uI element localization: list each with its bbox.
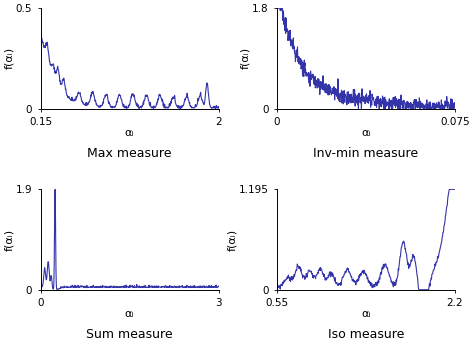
Text: Max measure: Max measure <box>87 147 172 160</box>
X-axis label: αᵢ: αᵢ <box>361 128 371 138</box>
Y-axis label: f(αᵢ): f(αᵢ) <box>4 228 14 251</box>
X-axis label: αᵢ: αᵢ <box>125 128 134 138</box>
Text: Iso measure: Iso measure <box>328 328 404 341</box>
Y-axis label: f(αᵢ): f(αᵢ) <box>241 47 251 69</box>
Y-axis label: f(αᵢ): f(αᵢ) <box>228 228 237 251</box>
X-axis label: αᵢ: αᵢ <box>125 309 134 319</box>
Text: Inv-min measure: Inv-min measure <box>313 147 419 160</box>
Text: Sum measure: Sum measure <box>86 328 173 341</box>
X-axis label: αᵢ: αᵢ <box>361 309 371 319</box>
Y-axis label: f(αᵢ): f(αᵢ) <box>4 47 14 69</box>
